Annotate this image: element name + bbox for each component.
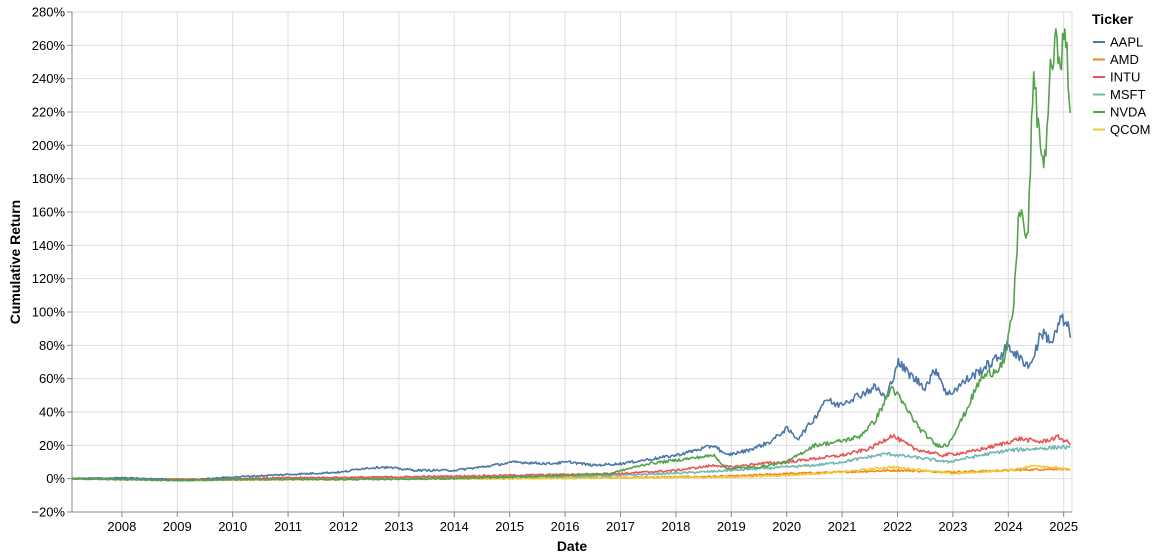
x-tick-label: 2008 bbox=[107, 519, 136, 534]
x-tick-label: 2013 bbox=[384, 519, 413, 534]
y-tick-label: 180% bbox=[32, 171, 66, 186]
x-tick-label: 2018 bbox=[661, 519, 690, 534]
grid-lines bbox=[72, 11, 1072, 513]
y-tick-label: 260% bbox=[32, 38, 66, 53]
legend-label-aapl: AAPL bbox=[1110, 35, 1143, 50]
y-tick-label: 240% bbox=[32, 71, 66, 86]
y-tick-label: 160% bbox=[32, 205, 66, 220]
legend-label-qcom: QCOM bbox=[1110, 122, 1150, 137]
x-tick-label: 2017 bbox=[606, 519, 635, 534]
legend-title: Ticker bbox=[1092, 11, 1134, 27]
legend-label-intu: INTU bbox=[1110, 70, 1140, 85]
x-axis: 2008 2009 2010 2011 2012 2013 2014 2015 2016 2017… bbox=[72, 511, 1078, 534]
plot-frame bbox=[71, 11, 1073, 513]
legend-label-nvda: NVDA bbox=[1110, 105, 1146, 120]
x-tick-label: 2009 bbox=[163, 519, 192, 534]
x-tick-label: 2021 bbox=[828, 519, 857, 534]
x-tick-label: 2012 bbox=[329, 519, 358, 534]
series-lines bbox=[71, 28, 1072, 482]
x-tick-label: 2023 bbox=[938, 519, 967, 534]
legend: Ticker AAPL AMD INTU MSFT NVDA QCOM bbox=[1092, 11, 1150, 137]
x-tick-label: 2024 bbox=[994, 519, 1023, 534]
y-axis-title: Cumulative Return bbox=[7, 200, 23, 324]
x-tick-label: 2019 bbox=[717, 519, 746, 534]
x-tick-label: 2020 bbox=[772, 519, 801, 534]
x-tick-label: 2011 bbox=[274, 519, 302, 534]
y-axis: −20% 0% 20% 40% 60% 80% 100% 120% 140% 160% 180% 20… bbox=[31, 5, 73, 520]
y-tick-label: 120% bbox=[32, 271, 66, 286]
x-tick-label: 2022 bbox=[883, 519, 912, 534]
series-line-aapl bbox=[71, 313, 1072, 482]
x-tick-label: 2025 bbox=[1049, 519, 1078, 534]
y-tick-label: 280% bbox=[32, 5, 66, 20]
y-tick-label: 200% bbox=[32, 138, 66, 153]
y-tick-label: 0% bbox=[46, 471, 65, 486]
x-tick-label: 2014 bbox=[440, 519, 469, 534]
y-tick-label: 80% bbox=[39, 338, 65, 353]
x-tick-label: 2016 bbox=[551, 519, 580, 534]
y-tick-label: 60% bbox=[39, 371, 65, 386]
y-tick-label: −20% bbox=[31, 505, 65, 520]
x-axis-title: Date bbox=[557, 538, 588, 554]
y-tick-label: 20% bbox=[39, 438, 65, 453]
legend-label-amd: AMD bbox=[1110, 52, 1139, 67]
series-line-intu bbox=[71, 433, 1071, 481]
y-tick-label: 100% bbox=[32, 305, 66, 320]
x-tick-label: 2010 bbox=[218, 519, 247, 534]
y-tick-label: 40% bbox=[39, 405, 65, 420]
y-tick-label: 140% bbox=[32, 238, 66, 253]
series-line-nvda bbox=[71, 28, 1072, 482]
legend-label-msft: MSFT bbox=[1110, 87, 1145, 102]
x-tick-label: 2015 bbox=[495, 519, 524, 534]
y-tick-label: 220% bbox=[32, 105, 66, 120]
